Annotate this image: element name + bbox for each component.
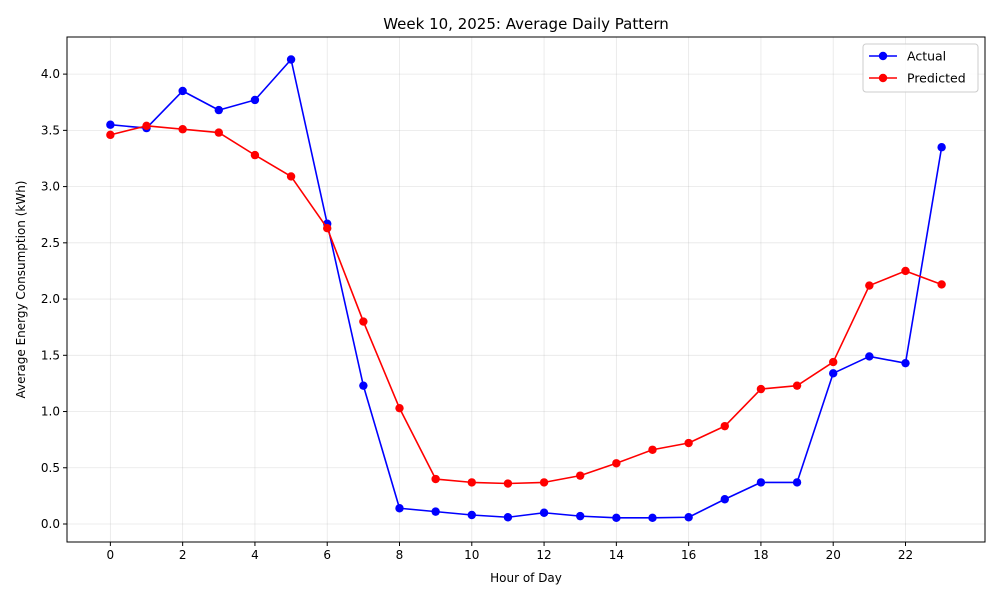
predicted-data-point: [431, 474, 440, 484]
actual-data-point: [829, 369, 838, 378]
y-tick-label: 4.0: [41, 67, 60, 81]
legend-marker-predicted: [878, 73, 888, 83]
y-axis-label: Average Energy Consumption (kWh): [14, 181, 28, 399]
y-tick-label: 3.5: [41, 123, 60, 137]
x-axis-label: Hour of Day: [490, 571, 562, 585]
actual-data-point: [431, 507, 440, 516]
chart-title: Week 10, 2025: Average Daily Pattern: [383, 15, 669, 33]
y-tick-label: 0.0: [41, 517, 60, 531]
x-tick-label: 18: [753, 548, 768, 562]
axis-ticks: 0 2 4 6 8 10 12 14 16 18 20 22 0.0 0.5 1.0 1.5 2.0 2.5 3.0…: [41, 67, 913, 562]
actual-data-point: [503, 513, 513, 522]
predicted-data-point: [539, 478, 549, 487]
actual-data-point: [286, 55, 296, 64]
x-tick-label: 14: [609, 548, 624, 562]
actual-data-point: [467, 510, 476, 520]
legend-label-actual: Actual: [907, 49, 946, 64]
predicted-data-point: [286, 172, 296, 181]
actual-data-point: [684, 513, 693, 522]
actual-data-point: [250, 95, 260, 105]
x-tick-label: 12: [536, 548, 551, 562]
predicted-data-point: [467, 478, 476, 487]
plot-frame: [66, 36, 986, 543]
actual-data-point: [214, 105, 223, 115]
y-tick-label: 2.5: [41, 236, 60, 250]
y-tick-label: 3.0: [41, 180, 60, 194]
actual-series-line: [110, 58, 943, 519]
actual-data-point: [395, 504, 404, 513]
predicted-data-point: [359, 317, 368, 326]
legend-item-actual: Actual: [869, 49, 946, 64]
legend-label-predicted: Predicted: [907, 71, 966, 86]
predicted-data-point: [865, 281, 874, 290]
predicted-data-point: [937, 280, 946, 289]
predicted-data-point: [106, 130, 115, 140]
actual-data-point: [901, 358, 910, 368]
y-tick-label: 0.5: [41, 461, 60, 475]
predicted-data-point: [214, 128, 223, 137]
predicted-data-point: [576, 471, 585, 480]
x-tick-label: 0: [107, 548, 115, 562]
predicted-series-line: [110, 125, 942, 485]
predicted-data-point: [756, 384, 766, 394]
predicted-data-point: [829, 357, 838, 367]
predicted-data-point: [720, 421, 729, 431]
x-tick-label: 10: [464, 548, 479, 562]
predicted-data-point: [142, 121, 151, 131]
legend-item-predicted: Predicted: [869, 71, 966, 86]
x-tick-label: 22: [898, 548, 913, 562]
x-tick-label: 2: [179, 548, 187, 562]
y-tick-label: 1.0: [41, 405, 60, 419]
actual-data-point: [359, 381, 368, 390]
predicted-data-point: [178, 125, 187, 134]
actual-data-point: [612, 513, 621, 523]
actual-data-point: [178, 86, 187, 96]
predicted-data-point: [395, 403, 404, 413]
x-tick-label: 8: [396, 548, 404, 562]
predicted-data-point: [503, 479, 513, 488]
actual-data-point: [648, 513, 657, 523]
x-tick-label: 16: [681, 548, 696, 562]
predicted-data-point: [684, 438, 693, 448]
predicted-data-point: [648, 445, 657, 454]
predicted-data-point: [323, 224, 332, 233]
y-tick-label: 2.0: [41, 292, 60, 306]
grid: [67, 37, 985, 542]
predicted-data-point: [612, 459, 621, 468]
y-tick-label: 1.5: [41, 348, 60, 362]
predicted-data-point: [901, 266, 910, 276]
predicted-data-point: [250, 150, 260, 160]
legend: Actual Predicted: [862, 43, 979, 93]
actual-data-point: [720, 495, 729, 504]
x-tick-label: 4: [251, 548, 259, 562]
actual-data-point: [865, 352, 874, 361]
x-tick-label: 20: [826, 548, 841, 562]
predicted-data-point: [792, 381, 802, 390]
actual-data-point: [756, 478, 766, 487]
legend-marker-actual: [878, 51, 888, 61]
actual-data-point: [576, 511, 585, 521]
series-layer: [106, 55, 946, 523]
x-tick-label: 6: [323, 548, 331, 562]
actual-data-point: [937, 143, 946, 152]
actual-data-point: [539, 508, 549, 517]
actual-data-point: [792, 478, 802, 487]
actual-data-point: [106, 120, 115, 129]
